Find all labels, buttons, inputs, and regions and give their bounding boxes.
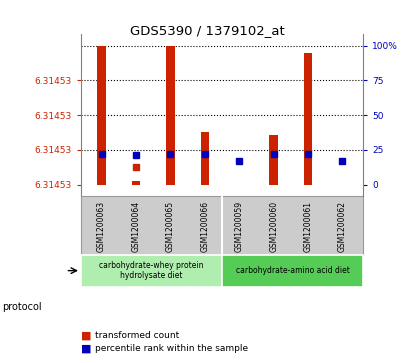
Text: percentile rank within the sample: percentile rank within the sample <box>95 344 249 353</box>
Text: ■: ■ <box>81 343 91 354</box>
Text: GSM1200064: GSM1200064 <box>132 200 141 252</box>
Bar <box>200 132 209 185</box>
Text: carbohydrate-amino acid diet: carbohydrate-amino acid diet <box>236 266 349 275</box>
Text: GSM1200059: GSM1200059 <box>235 200 244 252</box>
Text: GSM1200063: GSM1200063 <box>97 200 106 252</box>
Text: carbohydrate-whey protein
hydrolysate diet: carbohydrate-whey protein hydrolysate di… <box>99 261 204 280</box>
Text: GSM1200062: GSM1200062 <box>338 200 347 252</box>
Text: GSM1200060: GSM1200060 <box>269 200 278 252</box>
Text: protocol: protocol <box>2 302 42 312</box>
Text: GSM1200066: GSM1200066 <box>200 200 209 252</box>
Bar <box>132 180 140 185</box>
FancyBboxPatch shape <box>81 254 222 287</box>
Bar <box>166 46 175 185</box>
Text: transformed count: transformed count <box>95 331 180 340</box>
FancyBboxPatch shape <box>222 254 363 287</box>
Text: GSM1200061: GSM1200061 <box>303 200 312 252</box>
Text: ■: ■ <box>81 331 91 341</box>
Bar <box>304 53 312 185</box>
Text: GSM1200065: GSM1200065 <box>166 200 175 252</box>
Text: GDS5390 / 1379102_at: GDS5390 / 1379102_at <box>130 24 285 37</box>
Bar <box>97 46 106 185</box>
Bar <box>269 135 278 185</box>
